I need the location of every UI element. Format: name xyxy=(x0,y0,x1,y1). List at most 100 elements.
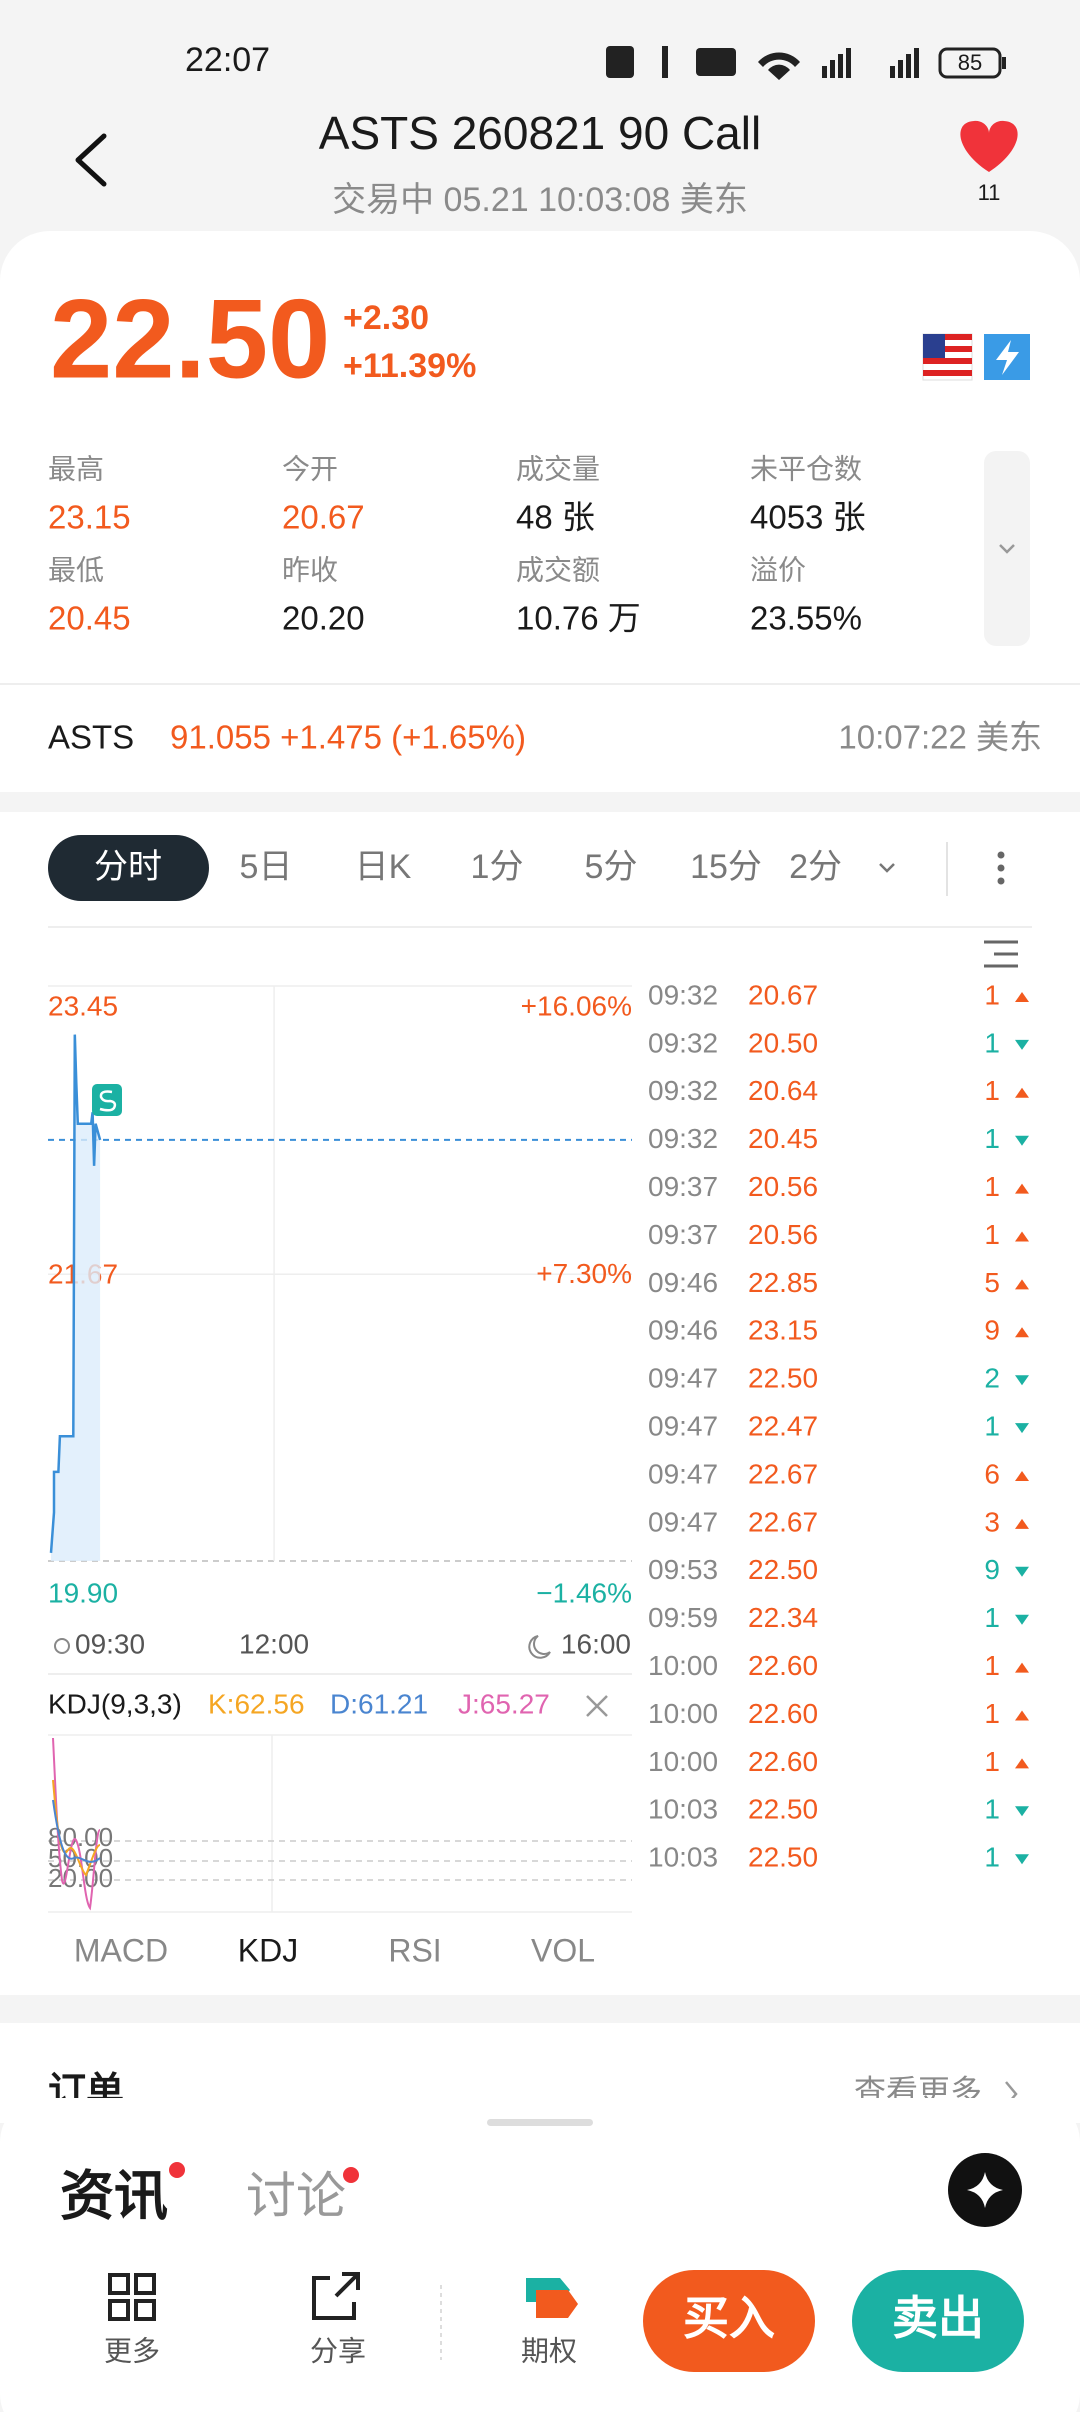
kdj-k: K:62.56 xyxy=(208,1688,305,1719)
trade-price: 23.15 xyxy=(748,1315,818,1346)
title: ASTS 260821 90 Call xyxy=(319,107,761,159)
trade-side xyxy=(1015,1135,1029,1146)
moon-icon xyxy=(528,1635,551,1659)
trade-price: 22.34 xyxy=(748,1602,818,1633)
more-menu[interactable] xyxy=(997,851,1005,885)
toolbar-label[interactable]: 分享 xyxy=(310,2335,366,2366)
trade-time: 09:32 xyxy=(648,1123,718,1154)
indicator-tab[interactable]: RSI xyxy=(388,1932,441,1968)
period-tab[interactable]: 2分 xyxy=(789,848,842,886)
buy-label[interactable]: 买入 xyxy=(683,2292,775,2344)
stat-label: 昨收 xyxy=(282,554,338,585)
stat-label: 最低 xyxy=(48,554,104,585)
last-price: 22.50 xyxy=(50,277,330,402)
sheet-tab[interactable]: 资讯 xyxy=(60,2166,168,2226)
like-button[interactable] xyxy=(960,120,1018,172)
underlying-time: 10:07:22 美东 xyxy=(838,719,1042,756)
back-button[interactable] xyxy=(75,133,107,187)
period-tab[interactable]: 5分 xyxy=(585,848,638,886)
period-tab[interactable]: 日K xyxy=(355,848,412,886)
stat-value: 23.55% xyxy=(750,600,862,637)
trade-price: 20.45 xyxy=(748,1123,818,1154)
indicator-tab[interactable]: MACD xyxy=(74,1932,168,1968)
trade-time: 09:47 xyxy=(648,1410,718,1441)
trade-time: 09:53 xyxy=(648,1554,718,1585)
sheet-tab[interactable]: 讨论 xyxy=(246,2168,346,2224)
period-tab[interactable]: 5日 xyxy=(240,848,293,886)
trade-price: 20.56 xyxy=(748,1171,818,1202)
y2-tick-label: +7.30% xyxy=(536,1258,632,1289)
trade-side xyxy=(1015,992,1029,1002)
trade-time: 10:03 xyxy=(648,1842,718,1873)
trade-time: 09:59 xyxy=(648,1602,718,1633)
trade-price: 22.50 xyxy=(748,1554,818,1585)
sell-label[interactable]: 卖出 xyxy=(892,2292,984,2344)
trade-price: 20.64 xyxy=(748,1075,818,1106)
toolbar-label[interactable]: 更多 xyxy=(104,2335,160,2366)
price-line xyxy=(49,1034,102,1553)
period-tab[interactable]: 1分 xyxy=(471,848,524,886)
trade-side xyxy=(1015,1806,1029,1817)
sheet-handle[interactable] xyxy=(487,2119,593,2126)
buy-button[interactable] xyxy=(643,2270,815,2372)
trade-side xyxy=(1015,1614,1029,1625)
stat-value: 23.15 xyxy=(48,499,131,536)
trade-qty: 1 xyxy=(984,1602,1000,1633)
trade-time: 09:47 xyxy=(648,1363,718,1394)
trade-price: 22.50 xyxy=(748,1363,818,1394)
kdj-level: 20.00 xyxy=(48,1863,113,1893)
trade-qty: 1 xyxy=(984,1219,1000,1250)
trade-time: 10:00 xyxy=(648,1650,718,1681)
trade-list: 09:32 20.67 109:32 20.50 109:32 20.64 109:32 20… xyxy=(648,979,1029,1873)
trade-qty: 3 xyxy=(984,1506,1000,1537)
trade-price: 20.56 xyxy=(748,1219,818,1250)
trade-side xyxy=(1015,1183,1029,1194)
trade-side xyxy=(1015,1471,1029,1481)
trade-side xyxy=(1015,1327,1029,1338)
trade-qty: 1 xyxy=(984,1075,1000,1106)
trade-side xyxy=(1015,1710,1029,1721)
x-tick-label: 16:00 xyxy=(561,1628,631,1659)
trade-time: 10:00 xyxy=(648,1698,718,1729)
trade-time: 09:37 xyxy=(648,1219,718,1250)
stat-label: 成交量 xyxy=(516,453,600,484)
quote-card-body xyxy=(0,300,1080,792)
trade-side xyxy=(1015,1231,1029,1242)
like-count: 11 xyxy=(978,180,1001,205)
stat-value: 20.20 xyxy=(282,600,365,637)
sell-button[interactable] xyxy=(852,2270,1024,2372)
stat-value: 4053 张 xyxy=(750,499,866,536)
stat-value: 10.76 万 xyxy=(516,600,641,637)
trade-qty: 1 xyxy=(984,1027,1000,1058)
trade-qty: 1 xyxy=(984,1650,1000,1681)
trade-price: 22.50 xyxy=(748,1842,818,1873)
underlying-symbol[interactable]: ASTS xyxy=(48,719,134,756)
trade-time: 09:37 xyxy=(648,1171,718,1202)
trade-qty: 9 xyxy=(984,1554,1000,1585)
stat-label: 今开 xyxy=(282,453,338,484)
period-tab[interactable]: 15分 xyxy=(690,848,762,886)
more-icon[interactable] xyxy=(108,2273,156,2321)
share-icon[interactable] xyxy=(312,2272,360,2320)
expand-button[interactable] xyxy=(984,451,1030,646)
trade-qty: 1 xyxy=(984,1410,1000,1441)
lightning-icon xyxy=(996,340,1019,375)
trade-side xyxy=(1015,1087,1029,1098)
y-tick-label: 23.45 xyxy=(48,990,118,1021)
trade-qty: 1 xyxy=(984,1171,1000,1202)
trade-price: 22.67 xyxy=(748,1458,818,1489)
period-tab[interactable]: 分时 xyxy=(94,848,162,886)
tab-selected[interactable] xyxy=(48,835,209,901)
trade-qty: 1 xyxy=(984,1123,1000,1154)
trade-side xyxy=(1015,1566,1029,1577)
indicator-tab[interactable]: VOL xyxy=(531,1932,595,1968)
toolbar-label[interactable]: 期权 xyxy=(521,2335,577,2366)
close-indicator[interactable] xyxy=(586,1695,608,1717)
indicator-tab[interactable]: KDJ xyxy=(238,1932,298,1968)
stat-value: 48 张 xyxy=(516,499,595,536)
trade-time: 09:32 xyxy=(648,1027,718,1058)
trade-time: 09:46 xyxy=(648,1267,718,1298)
list-toggle[interactable] xyxy=(984,940,1018,968)
